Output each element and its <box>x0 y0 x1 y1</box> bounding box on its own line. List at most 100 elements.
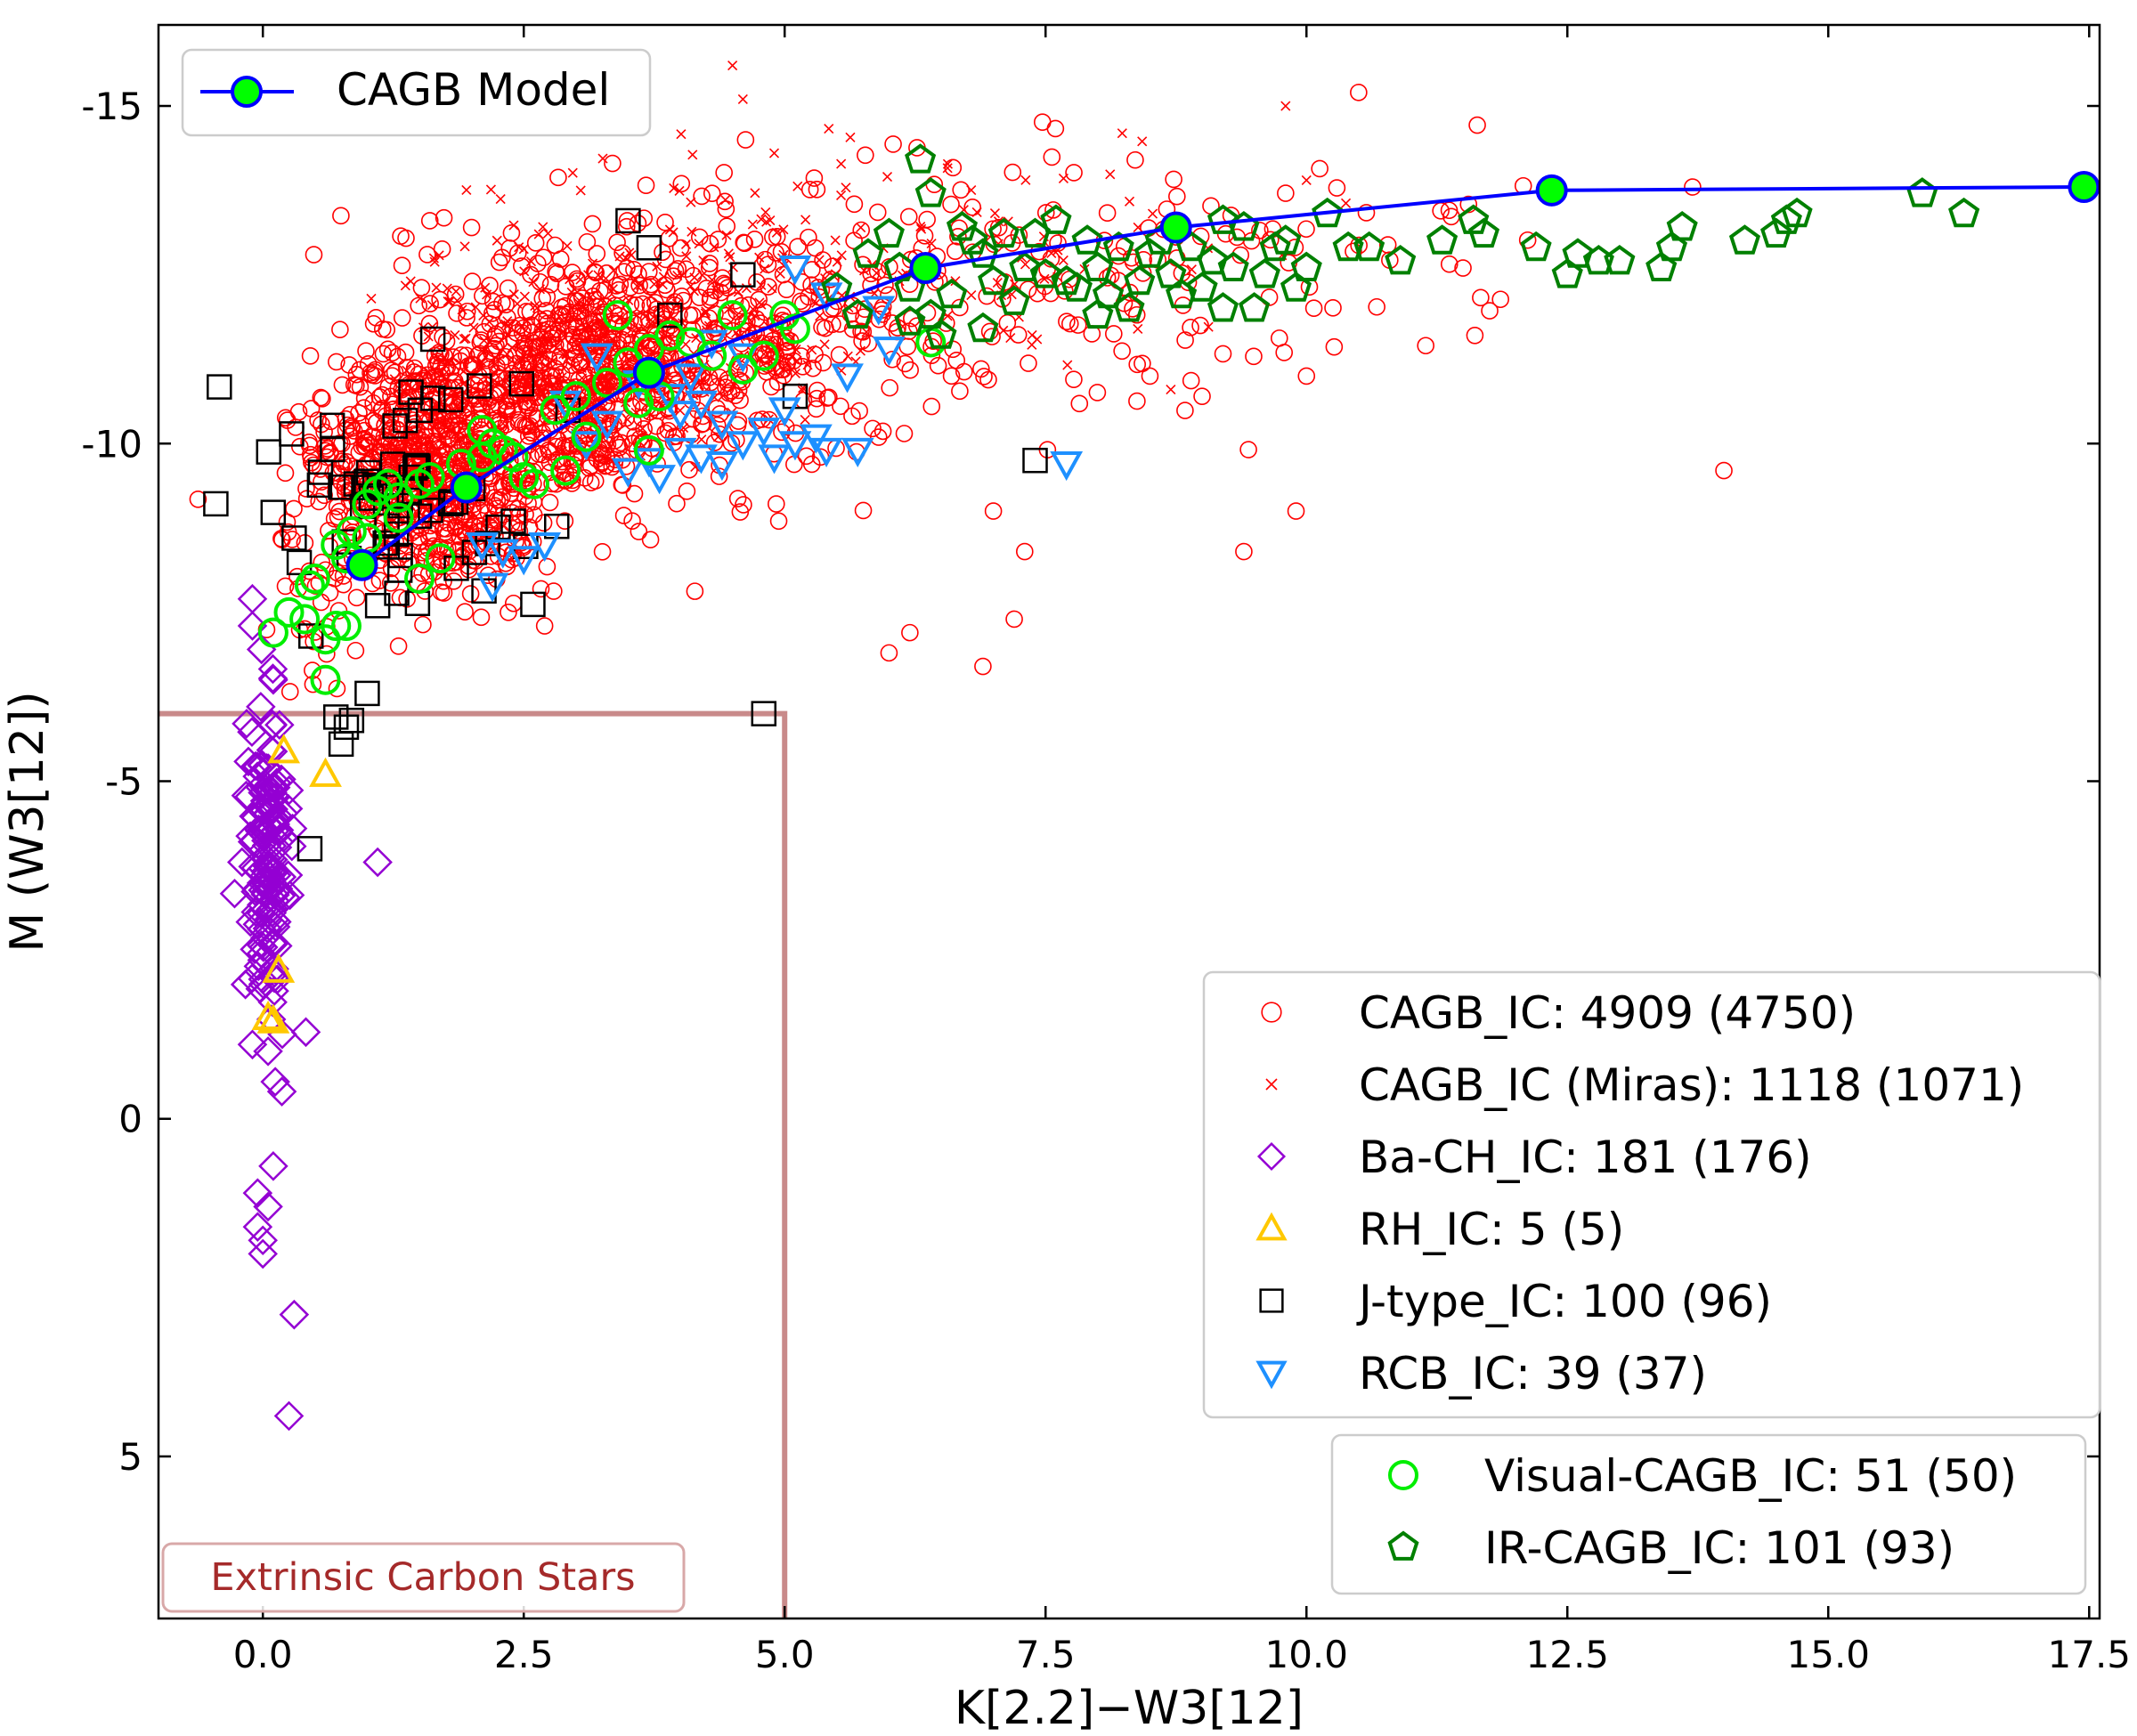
cagb-ic-point <box>509 244 527 263</box>
cagb-ic-miras--point <box>1117 128 1127 139</box>
cagb-ic-point <box>472 608 491 627</box>
j-type-ic-point <box>520 591 546 618</box>
ir-cagb-ic-point <box>1290 251 1322 281</box>
j-type-ic-point <box>730 262 756 288</box>
cagb-ic-point <box>471 333 490 352</box>
ir-cagb-ic-point <box>1280 272 1312 302</box>
cagb-ic-point <box>657 280 676 299</box>
cagb-ic-point <box>604 154 622 173</box>
x-tick-label: 5.0 <box>755 1633 815 1676</box>
j-type-ic-point <box>297 836 323 862</box>
rh-ic-point <box>251 1000 285 1030</box>
cagb-ic-miras--point <box>668 227 678 238</box>
cagb-ic-miras--point <box>646 291 656 302</box>
visual-cagb-ic-point <box>518 468 549 499</box>
cagb-ic-miras--point <box>1133 222 1143 233</box>
ba-ch-ic-point <box>253 905 284 936</box>
visual-cagb-ic-point <box>383 502 414 533</box>
cagb-ic-miras--point <box>532 322 543 333</box>
rcb-ic-point <box>674 363 708 393</box>
cagb-ic-point <box>1128 392 1146 410</box>
cagb-ic-miras--point <box>600 273 611 284</box>
cagb-ic-point <box>635 209 654 227</box>
visual-cagb-ic-point <box>414 462 445 493</box>
cagb-ic-point <box>504 374 522 393</box>
cagb-ic-point <box>433 416 451 434</box>
cagb-ic-point <box>456 603 474 621</box>
cagb-ic-point <box>547 263 565 281</box>
y-tick-label: -5 <box>105 759 142 803</box>
series-j-type-ic <box>203 207 1048 862</box>
ba-ch-ic-point <box>237 1029 268 1060</box>
cagb-ic-point <box>1182 371 1200 390</box>
cagb-ic-point <box>1440 255 1459 273</box>
cagb-ic-point <box>526 234 545 252</box>
cagb-ic-point <box>189 491 207 508</box>
cagb-ic-miras--point <box>581 303 591 313</box>
cagb-ic-point <box>381 574 400 592</box>
cagb-ic-point <box>553 365 571 384</box>
cagb-ic-point <box>633 295 652 313</box>
cagb-ic-miras--point <box>576 362 587 373</box>
cagb-ic-point <box>418 246 436 264</box>
model-point <box>632 356 665 389</box>
cagb-ic-miras--point <box>778 363 789 375</box>
legend-model: CAGB Model <box>181 48 652 137</box>
cagb-ic-miras--point <box>1301 174 1312 186</box>
ir-cagb-ic-point <box>1009 251 1041 281</box>
cagb-ic-miras--point <box>689 272 700 283</box>
cagb-ic-miras--point <box>675 405 686 416</box>
visual-cagb-ic-point <box>560 381 591 412</box>
cagb-ic-miras--point <box>608 265 619 276</box>
rh-ic-point <box>256 1003 290 1034</box>
j-type-ic-point <box>328 731 354 758</box>
cagb-ic-point <box>794 295 812 312</box>
cagb-ic-point <box>769 512 788 531</box>
cagb-ic-miras--point <box>791 344 801 355</box>
cagb-ic-miras--point <box>1027 339 1037 350</box>
cagb-ic-point <box>591 445 609 464</box>
cagb-ic-point <box>1481 302 1499 320</box>
legend-marker <box>1255 1212 1288 1241</box>
cagb-ic-point <box>942 367 961 385</box>
cagb-ic-miras--point <box>561 348 572 359</box>
cagb-ic-miras--point <box>508 220 519 231</box>
cagb-ic-point <box>318 645 336 663</box>
cagb-ic-miras--point <box>575 296 586 307</box>
cagb-ic-point <box>528 388 547 407</box>
rcb-ic-point <box>663 401 697 431</box>
cagb-ic-miras--point <box>756 214 767 224</box>
cagb-ic-point <box>539 332 557 350</box>
cagb-ic-miras--point <box>478 346 489 357</box>
cagb-ic-miras--point <box>1147 208 1158 219</box>
legends: CAGB Model CAGB_IC: 4909 (4750) CAGB_IC (M… <box>181 48 2101 1595</box>
cagb-ic-point <box>693 187 711 206</box>
cagb-ic-miras--point <box>1280 101 1291 111</box>
cagb-ic-point <box>414 615 432 634</box>
cagb-ic-point <box>597 264 616 282</box>
cagb-ic-point <box>1459 195 1478 214</box>
x-tick-label: 2.5 <box>494 1633 554 1676</box>
rcb-ic-point <box>548 390 582 420</box>
ir-cagb-ic-point <box>1467 217 1500 248</box>
cagb-ic-miras--point <box>654 398 665 409</box>
cagb-ic-point <box>300 562 319 580</box>
cagb-ic-miras--point <box>626 250 637 261</box>
cagb-ic-miras--point <box>1105 169 1116 180</box>
cagb-ic-miras--point <box>768 148 780 158</box>
j-type-ic-point <box>398 379 424 405</box>
ir-cagb-ic-point <box>914 177 947 207</box>
cagb-ic-miras--point <box>792 355 802 366</box>
ba-ch-ic-point <box>257 653 288 685</box>
cagb-ic-miras--point <box>630 274 641 285</box>
cagb-ic-point <box>382 559 401 578</box>
cagb-ic-point <box>1010 226 1028 244</box>
j-type-ic-point <box>386 557 413 583</box>
series-ir-cagb-ic <box>821 143 1980 349</box>
ba-ch-ic-point <box>362 847 393 878</box>
ir-cagb-ic-point <box>1458 204 1490 234</box>
cagb-ic-point <box>309 411 327 429</box>
cagb-ic-point <box>546 236 565 255</box>
cagb-ic-miras--point <box>442 283 452 294</box>
cagb-ic-point <box>1261 231 1280 249</box>
